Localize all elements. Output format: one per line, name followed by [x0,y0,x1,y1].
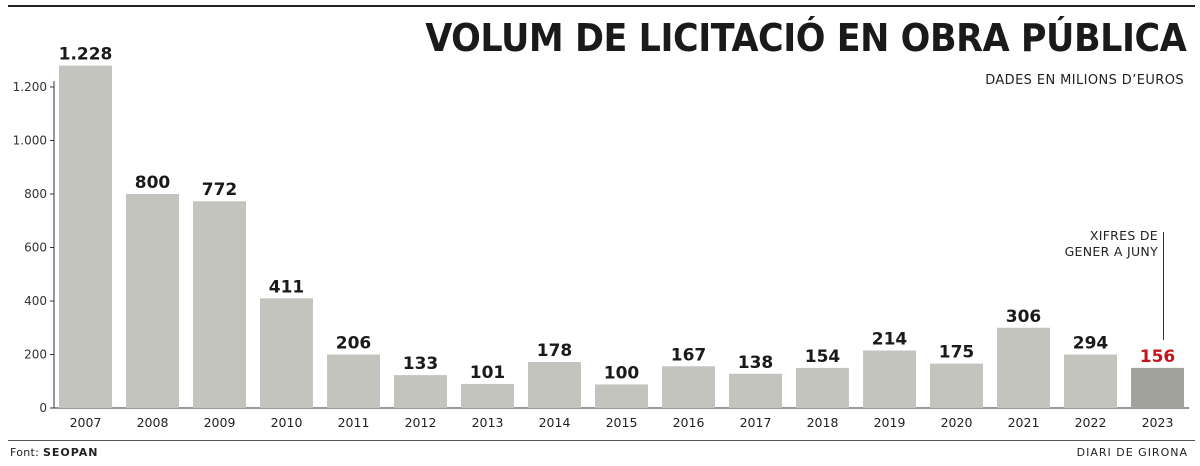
bar-2011 [327,354,380,408]
bar-2019 [863,350,916,408]
bar-2020 [930,363,983,408]
y-tick-label: 200 [24,348,47,362]
x-tick-label-2023: 2023 [1142,415,1174,430]
value-label-2017: 138 [738,353,774,373]
chart-subtitle: DADES EN MILIONS D’EUROS [985,73,1184,88]
top-rule [8,5,1195,7]
value-label-2011: 206 [336,334,372,354]
y-tick-label: 1.200 [13,80,47,94]
bar-2012 [394,375,447,408]
x-tick-label-2011: 2011 [338,415,370,430]
bar-2013 [461,383,514,408]
value-label-2014: 178 [537,341,573,361]
bar-2022 [1064,354,1117,408]
value-label-2016: 167 [671,345,707,365]
value-label-2015: 100 [604,363,640,383]
x-tick-label-2018: 2018 [807,415,839,430]
value-label-2012: 133 [403,354,439,374]
value-label-2023: 156 [1140,347,1176,367]
bar-2008 [126,194,179,408]
bar-2023 [1131,367,1184,408]
bottom-rule [8,440,1195,441]
y-tick-label: 600 [24,241,47,255]
x-tick-label-2020: 2020 [941,415,973,430]
x-tick-label-2008: 2008 [137,415,169,430]
value-label-2010: 411 [269,277,305,297]
y-tick-label: 400 [24,294,47,308]
bar-2014 [528,361,581,408]
x-tick-label-2017: 2017 [740,415,772,430]
y-tick-label: 1.000 [13,134,47,148]
x-tick-label-2019: 2019 [874,415,906,430]
partial-year-note: XIFRES DE GENER A JUNY [1020,228,1158,260]
source-name: SEOPAN [42,446,99,459]
y-tick-label: 0 [39,401,47,415]
bars-group [59,65,1184,408]
value-label-2009: 772 [202,180,238,200]
y-tick-label: 800 [24,187,47,201]
bar-2015 [595,384,648,408]
bar-chart: 0 200 400 600 800 1.000 1.200 1.228 800 772 411 20… [13,45,1189,430]
x-axis-labels: 2007 2008 2009 2010 2011 2012 2013 2014 2015 2016… [70,415,1174,430]
bar-2016 [662,366,715,408]
bar-2018 [796,367,849,408]
x-tick-label-2021: 2021 [1008,415,1040,430]
x-tick-label-2015: 2015 [606,415,638,430]
x-tick-label-2013: 2013 [472,415,504,430]
x-tick-label-2022: 2022 [1075,415,1107,430]
bar-2017 [729,373,782,408]
value-label-2013: 101 [470,363,506,383]
x-tick-label-2014: 2014 [539,415,571,430]
x-tick-label-2007: 2007 [70,415,102,430]
value-label-2018: 154 [805,347,841,367]
value-label-2008: 800 [135,173,171,193]
source-credit: Font: SEOPAN [10,446,99,459]
x-tick-label-2016: 2016 [673,415,705,430]
x-tick-label-2009: 2009 [204,415,236,430]
value-label-2021: 306 [1006,307,1042,327]
value-labels-group: 1.228 800 772 411 206 133 101 178 100 167 138 154 21… [59,45,1176,384]
value-label-2022: 294 [1073,334,1109,354]
bar-2010 [260,298,313,408]
bar-2021 [997,327,1050,408]
bar-2009 [193,201,246,408]
x-tick-label-2012: 2012 [405,415,437,430]
note-line-2: GENER A JUNY [1064,244,1158,259]
source-label: Font: [10,446,40,459]
bar-2007 [59,65,112,408]
publisher-brand: DIARI DE GIRONA [1076,446,1188,459]
value-label-2019: 214 [872,329,908,349]
value-label-2020: 175 [939,343,975,363]
value-label-2007: 1.228 [59,45,113,65]
chart-title: VOLUM DE LICITACIÓ EN OBRA PÚBLICA [424,16,1187,60]
x-tick-label-2010: 2010 [271,415,303,430]
note-line-1: XIFRES DE [1089,228,1158,243]
